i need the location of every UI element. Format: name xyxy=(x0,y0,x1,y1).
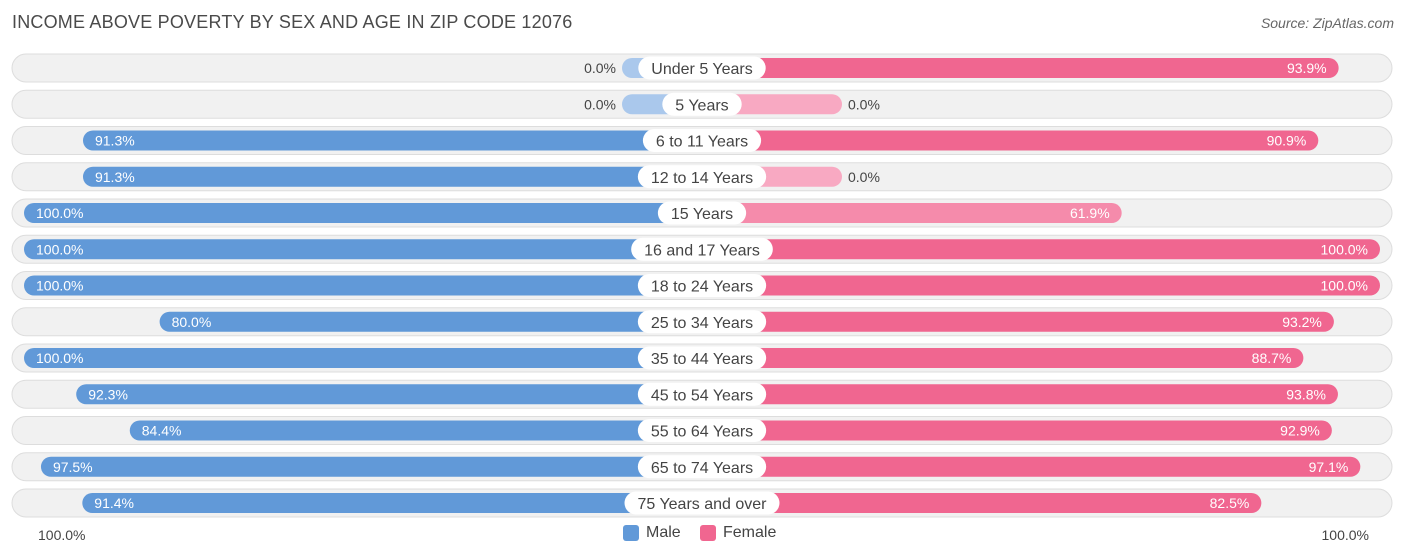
female-value-label: 93.8% xyxy=(1286,386,1326,402)
legend-label-male: Male xyxy=(646,524,681,541)
female-bar xyxy=(702,203,1122,223)
source-note: Source: ZipAtlas.com xyxy=(1260,15,1394,31)
axis-right-label: 100.0% xyxy=(1321,527,1369,543)
legend-label-female: Female xyxy=(723,524,777,541)
category-label: 6 to 11 Years xyxy=(656,134,748,151)
male-bar xyxy=(24,348,702,368)
category-pill xyxy=(637,165,767,189)
female-bar xyxy=(702,275,1380,296)
male-bar xyxy=(82,130,702,151)
male-bar xyxy=(76,384,703,405)
male-value-label: 80.0% xyxy=(172,314,212,330)
female-value-label: 88.7% xyxy=(1252,350,1292,366)
category-label: 16 and 17 Years xyxy=(644,242,760,259)
category-pill xyxy=(637,274,767,297)
male-bar xyxy=(24,239,702,260)
category-label: 65 to 74 Years xyxy=(651,460,753,477)
female-value-label: 82.5% xyxy=(1210,495,1250,511)
category-pill xyxy=(631,237,773,261)
male-value-label: 97.5% xyxy=(53,459,93,475)
female-value-label: 61.9% xyxy=(1070,205,1110,221)
diverging-bar-chart: 0.0% 93.9% Under 5 Years 0.0% 0.0% 5 Years 91.… xyxy=(11,53,1393,518)
category-label: 75 Years and over xyxy=(638,496,768,513)
category-label: 55 to 64 Years xyxy=(651,424,753,441)
legend: Male Female xyxy=(0,524,1406,546)
male-bar xyxy=(24,203,702,223)
category-pill xyxy=(662,92,742,116)
chart-title: INCOME ABOVE POVERTY BY SEX AND AGE IN Z… xyxy=(12,12,573,32)
male-value-label: 100.0% xyxy=(36,278,83,294)
female-bar xyxy=(702,311,1334,332)
category-label: 5 Years xyxy=(675,97,728,114)
legend-swatch-male xyxy=(623,525,639,541)
female-bar xyxy=(702,493,1262,513)
category-pill xyxy=(638,56,766,80)
category-pill xyxy=(637,419,767,442)
male-value-label: 91.3% xyxy=(95,169,135,185)
female-bar xyxy=(702,384,1338,405)
category-pill xyxy=(637,346,767,370)
category-pill xyxy=(642,129,762,152)
male-value-label: 100.0% xyxy=(36,350,83,366)
female-value-label: 92.9% xyxy=(1280,423,1320,439)
female-value-label: 90.9% xyxy=(1267,133,1307,149)
female-value-label: 0.0% xyxy=(848,169,880,185)
category-pill xyxy=(657,201,747,225)
legend-item-male: Male xyxy=(623,524,681,542)
male-bar xyxy=(82,166,702,187)
male-bar xyxy=(159,311,703,332)
male-value-label: 91.3% xyxy=(95,133,135,149)
legend-swatch-female xyxy=(700,525,716,541)
male-bar xyxy=(82,493,703,513)
category-label: 45 to 54 Years xyxy=(651,387,753,404)
category-label: 12 to 14 Years xyxy=(651,170,753,187)
category-pill xyxy=(624,491,780,515)
female-bar xyxy=(702,420,1332,441)
male-value-label: 0.0% xyxy=(584,96,616,112)
female-value-label: 100.0% xyxy=(1321,278,1368,294)
male-bar xyxy=(40,456,702,477)
female-bar xyxy=(702,239,1380,260)
female-bar xyxy=(702,130,1319,151)
female-value-label: 93.9% xyxy=(1287,60,1327,76)
male-value-label: 84.4% xyxy=(142,423,182,439)
category-label: 18 to 24 Years xyxy=(651,279,753,296)
category-pill xyxy=(637,382,767,406)
male-value-label: 91.4% xyxy=(94,495,134,511)
category-label: 25 to 34 Years xyxy=(651,315,753,332)
category-label: 35 to 44 Years xyxy=(651,351,753,368)
female-bar xyxy=(702,348,1304,368)
male-value-label: 100.0% xyxy=(36,205,83,221)
female-bar xyxy=(702,456,1361,477)
female-value-label: 100.0% xyxy=(1321,241,1368,257)
male-bar xyxy=(24,275,702,296)
male-bar xyxy=(129,420,702,441)
category-label: 15 Years xyxy=(671,206,733,223)
legend-item-female: Female xyxy=(700,524,776,542)
category-label: Under 5 Years xyxy=(651,61,752,78)
male-value-label: 92.3% xyxy=(88,386,128,402)
female-value-label: 97.1% xyxy=(1309,459,1349,475)
category-pill xyxy=(637,310,767,334)
female-value-label: 0.0% xyxy=(848,96,880,112)
axis-left-label: 100.0% xyxy=(38,527,86,543)
male-value-label: 100.0% xyxy=(36,241,83,257)
female-value-label: 93.2% xyxy=(1282,314,1322,330)
category-pill xyxy=(637,455,767,479)
male-value-label: 0.0% xyxy=(584,60,616,76)
female-bar xyxy=(702,58,1339,78)
